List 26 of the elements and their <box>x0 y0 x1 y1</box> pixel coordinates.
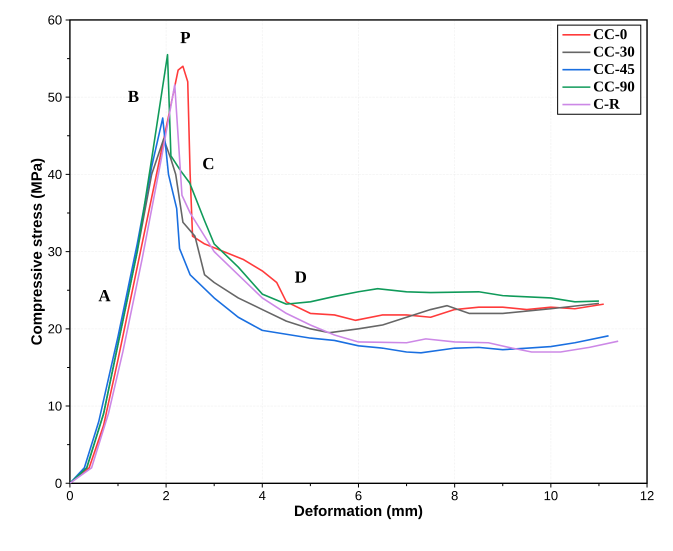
y-tick-label: 50 <box>48 92 62 102</box>
x-tick-label: 8 <box>452 490 458 500</box>
legend-label: CC-45 <box>594 64 634 74</box>
annotation: C <box>203 158 214 170</box>
annotation: P <box>180 32 190 44</box>
x-tick-label: 10 <box>544 490 558 500</box>
legend-label: CC-0 <box>594 29 627 40</box>
x-tick-label: 2 <box>163 490 170 500</box>
y-tick-label: 10 <box>48 401 62 411</box>
legend-label: CC-90 <box>594 81 634 92</box>
y-tick-label: 60 <box>48 15 62 24</box>
annotation: A <box>98 290 111 302</box>
annotation: B <box>128 90 139 102</box>
x-tick-label: 6 <box>356 490 362 500</box>
y-tick-label: 40 <box>48 170 62 179</box>
x-tick-label: 0 <box>66 490 74 500</box>
x-tick-label: 4 <box>258 490 266 500</box>
y-tick-label: 20 <box>48 324 62 334</box>
legend-label: CC-30 <box>594 46 634 57</box>
y-tick-label: 0 <box>55 478 62 488</box>
y-axis-title: Compressive stress (MPa) <box>30 158 45 345</box>
annotation: D <box>294 271 306 283</box>
x-tick-label: 12 <box>640 490 654 500</box>
y-tick-label: 30 <box>48 246 62 256</box>
x-axis-title: Deformation (mm) <box>294 505 422 519</box>
legend-label: C-R <box>594 98 620 109</box>
